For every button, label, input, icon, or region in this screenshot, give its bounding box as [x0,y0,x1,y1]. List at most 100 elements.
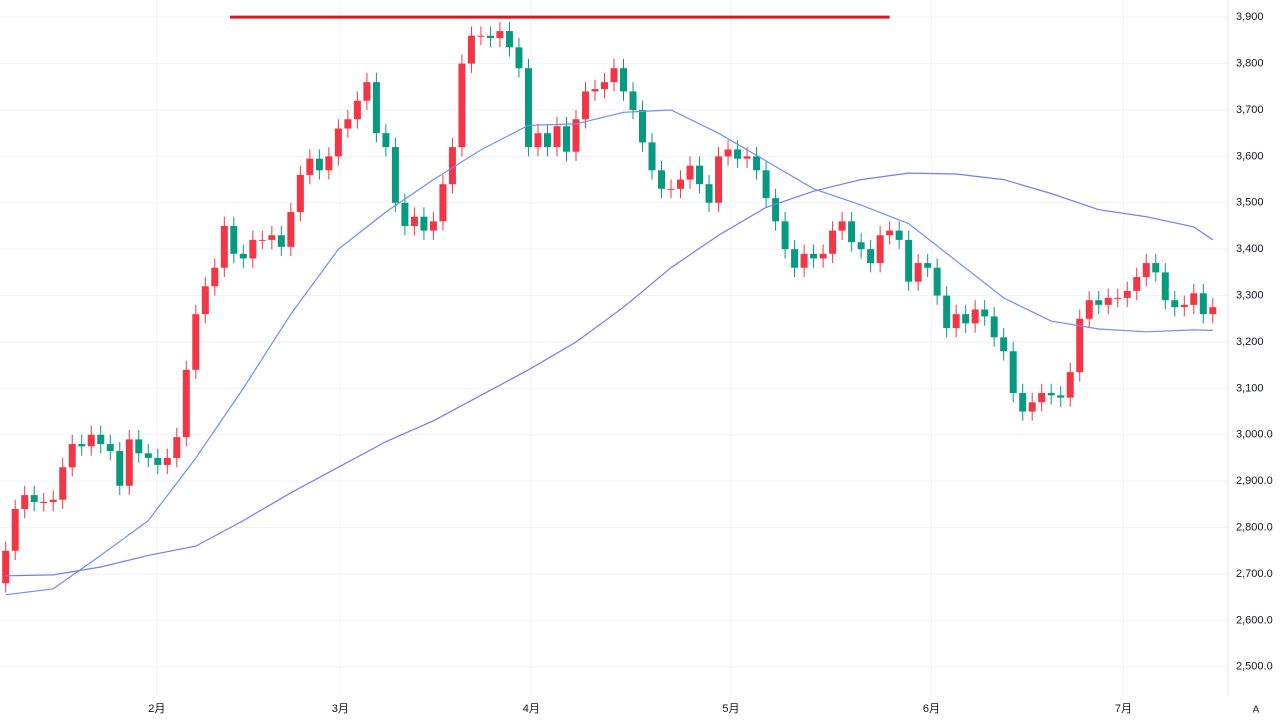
candle-body [753,156,761,171]
candle-body [562,126,570,152]
candle-body [486,35,494,39]
candle-body [410,216,418,226]
candle-body [277,235,285,247]
candle-body [867,249,875,264]
candle-body [192,314,200,370]
candle-body [2,550,10,584]
candle-body [981,309,989,317]
candle-body [287,212,295,247]
candle-body [781,221,789,250]
candle-body [401,202,409,226]
moving-average-line [5,109,1213,596]
candle-body [1123,290,1131,298]
candle-body [838,221,846,231]
candle-body [1142,263,1150,278]
candle-body [677,179,685,189]
candle-body [734,149,742,159]
candle-body [553,126,561,148]
candle-body [800,253,808,268]
candle-body [620,68,628,92]
candle-body [1000,337,1008,352]
candle-body [895,230,903,240]
candle-body [610,68,618,83]
candle-body [848,221,856,243]
candle-body [962,314,970,324]
candle-body [268,235,276,240]
candle-body [1057,395,1065,398]
candle-body [534,133,542,148]
candle-body [315,158,323,171]
candle-body [382,133,390,148]
candle-body [353,100,361,120]
candle-body [1009,351,1017,394]
candle-body [696,165,704,185]
candle-body [572,119,580,152]
candle-body [230,225,238,254]
candle-body [629,91,637,110]
candle-body [78,444,86,447]
candle-body [21,495,29,510]
y-tick-label: 3,400 [1236,243,1264,255]
x-tick-label: 4月 [523,703,540,715]
y-tick-label: 3,500 [1236,197,1264,209]
candle-body [458,63,466,148]
candle-body [791,249,799,268]
candle-body [876,235,884,264]
candle-body [59,467,67,500]
candle-body [439,184,447,222]
candle-body [49,499,57,503]
candle-body [543,133,551,148]
candle-body [211,267,219,287]
y-tick-label: 3,700 [1236,104,1264,116]
candle-body [933,267,941,296]
candle-body [857,242,865,250]
candle-body [239,253,247,259]
candle-body [467,35,475,64]
candle-body [163,457,171,465]
candle-body [258,239,266,241]
candle-body [448,147,456,185]
x-tick-label: 7月 [1115,703,1132,715]
x-tick-label: 5月 [722,703,739,715]
candle-body [144,453,152,458]
candle-body [1028,402,1036,412]
candle-body [772,198,780,222]
candle-body [40,502,48,504]
y-tick-label: 3,200 [1236,336,1264,348]
candle-body [344,119,352,129]
candle-body [591,89,599,92]
candle-body [249,239,257,259]
candle-body [1066,372,1074,398]
candle-body [648,142,656,171]
candle-body [125,439,133,486]
candle-body [1095,300,1103,305]
candle-body [943,295,951,329]
candle-body [182,369,190,438]
candle-body [724,149,732,157]
candle-body [1104,297,1112,305]
auto-scale-button[interactable]: A [1253,705,1260,716]
candle-body [810,253,818,259]
candle-body [705,184,713,203]
candle-body [306,158,314,175]
candle-body [496,31,504,39]
candle-body [971,309,979,324]
moving-average-line [5,172,1214,577]
x-tick-label: 2月 [148,703,165,715]
candle-body [420,216,428,231]
candle-body [97,434,105,445]
candle-body [515,47,523,69]
candle-body [952,314,960,329]
y-tick-label: 3,900 [1236,11,1264,23]
candle-body [1085,300,1093,319]
candle-body [505,31,513,48]
candle-body [686,165,694,180]
candle-body [1209,307,1217,315]
candle-body [11,509,19,551]
candle-body [1180,304,1188,308]
candle-body [106,444,114,452]
candle-body [173,437,181,458]
candle-body [639,109,647,143]
y-tick-label: 3,000.0 [1236,429,1273,441]
candle-body [658,170,666,189]
